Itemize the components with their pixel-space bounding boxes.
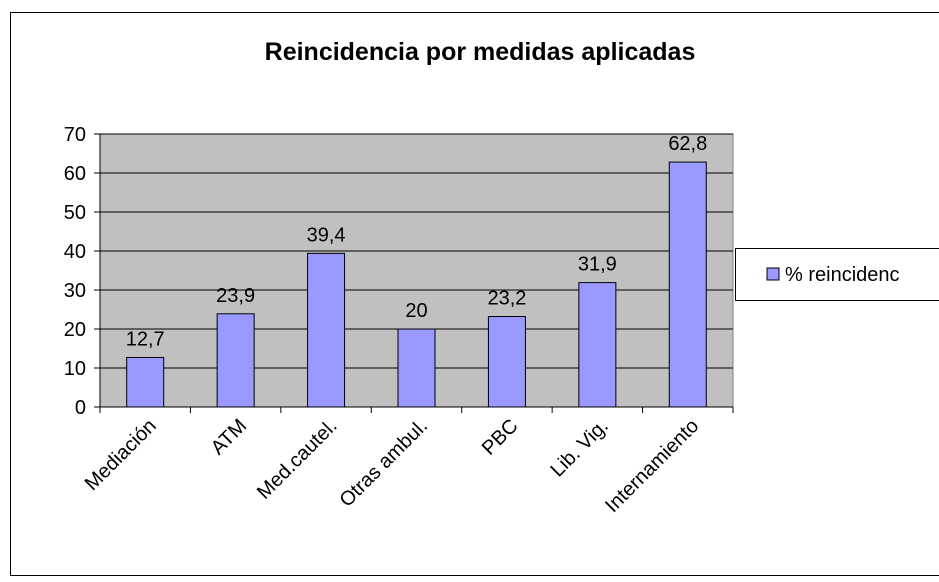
- data-label: 23,9: [216, 285, 255, 307]
- legend-swatch: [766, 267, 780, 281]
- y-tick-label: 10: [64, 358, 86, 380]
- bar: [668, 161, 707, 408]
- data-label: 12,7: [126, 328, 165, 350]
- bar: [397, 328, 436, 408]
- y-tick-label: 40: [64, 241, 86, 263]
- data-label: 20: [405, 300, 427, 322]
- bar: [487, 316, 526, 408]
- y-tick-label: 70: [64, 124, 86, 146]
- bar: [126, 356, 165, 408]
- bar: [216, 313, 255, 408]
- y-tick-label: 0: [75, 397, 86, 419]
- data-label: 23,2: [487, 288, 526, 310]
- bar: [578, 282, 617, 408]
- data-label: 31,9: [578, 254, 617, 276]
- chart-title: Reincidencia por medidas aplicadas: [265, 38, 696, 66]
- data-label: 39,4: [307, 224, 346, 246]
- y-tick-label: 20: [64, 319, 86, 341]
- bar: [307, 252, 346, 408]
- y-tick-label: 60: [64, 163, 86, 185]
- legend-label: % reincidenc: [785, 264, 900, 286]
- y-tick-label: 30: [64, 280, 86, 302]
- y-tick-label: 50: [64, 202, 86, 224]
- data-label: 62,8: [668, 133, 707, 155]
